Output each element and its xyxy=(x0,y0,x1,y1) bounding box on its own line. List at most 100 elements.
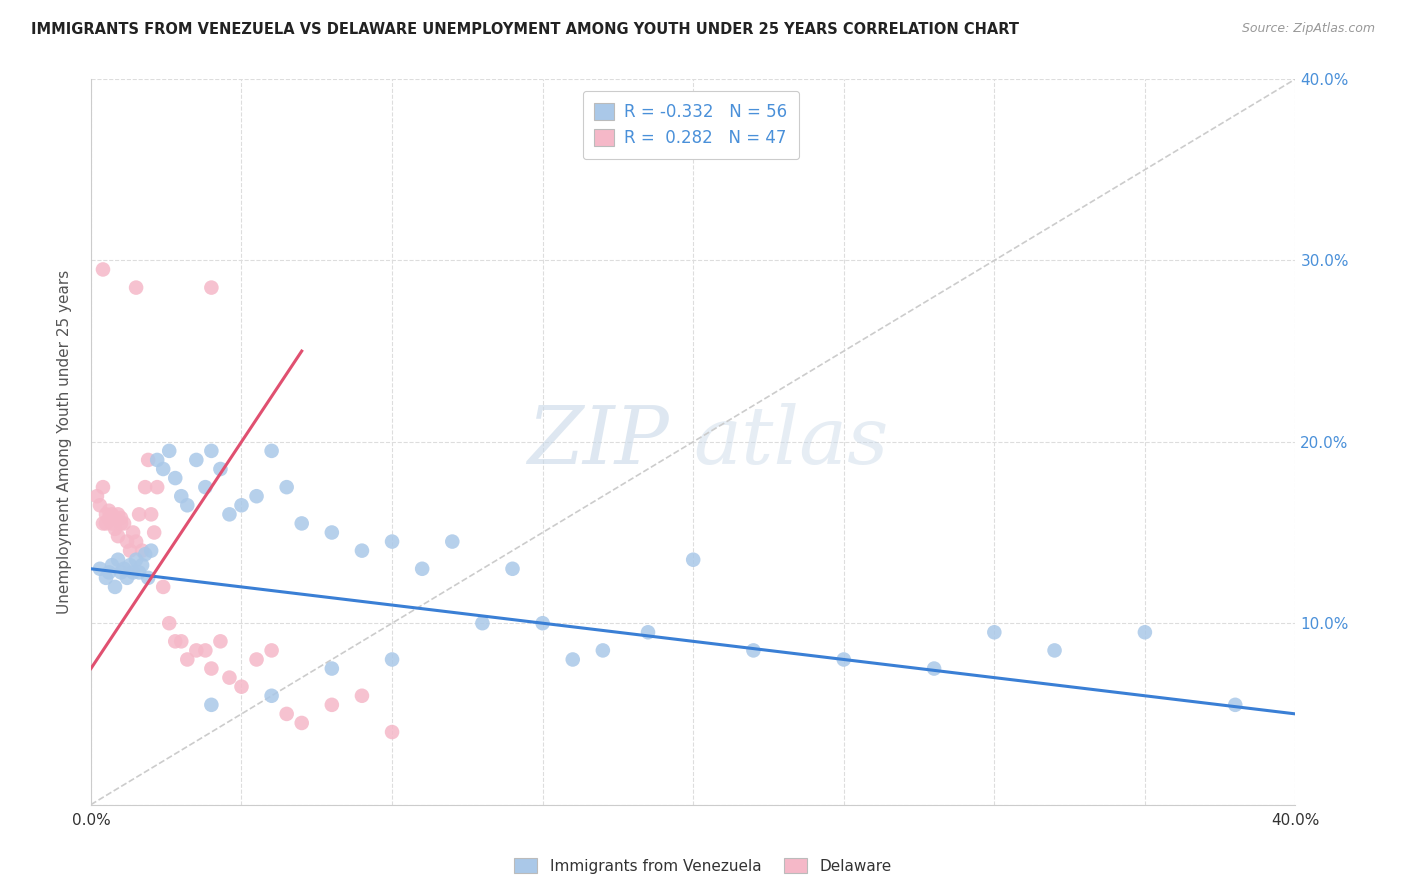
Legend: R = -0.332   N = 56, R =  0.282   N = 47: R = -0.332 N = 56, R = 0.282 N = 47 xyxy=(583,91,799,159)
Point xyxy=(101,558,124,573)
Point xyxy=(260,689,283,703)
Point xyxy=(128,508,150,522)
Point xyxy=(200,661,222,675)
Point xyxy=(152,580,174,594)
Point xyxy=(98,566,121,580)
Point xyxy=(94,571,117,585)
Point xyxy=(157,443,180,458)
Point xyxy=(922,661,945,675)
Point xyxy=(107,552,129,566)
Point xyxy=(231,680,253,694)
Point xyxy=(186,453,208,467)
Point xyxy=(110,511,132,525)
Point xyxy=(502,562,524,576)
Point xyxy=(112,516,135,531)
Point xyxy=(350,689,373,703)
Text: Source: ZipAtlas.com: Source: ZipAtlas.com xyxy=(1241,22,1375,36)
Point xyxy=(101,516,124,531)
Point xyxy=(742,643,765,657)
Point xyxy=(91,480,114,494)
Point xyxy=(200,280,222,294)
Point xyxy=(1225,698,1247,712)
Point xyxy=(165,634,187,648)
Point xyxy=(110,516,132,531)
Point xyxy=(832,652,855,666)
Point xyxy=(128,566,150,580)
Point xyxy=(200,443,222,458)
Point xyxy=(89,498,111,512)
Point xyxy=(146,453,169,467)
Point xyxy=(131,558,153,573)
Point xyxy=(98,511,121,525)
Point xyxy=(209,462,232,476)
Point xyxy=(157,616,180,631)
Point xyxy=(170,489,193,503)
Point xyxy=(115,571,138,585)
Point xyxy=(381,652,404,666)
Point xyxy=(592,643,614,657)
Point xyxy=(200,698,222,712)
Point xyxy=(231,498,253,512)
Point xyxy=(321,698,343,712)
Point xyxy=(276,706,298,721)
Point xyxy=(186,643,208,657)
Point xyxy=(245,489,267,503)
Point xyxy=(176,652,198,666)
Point xyxy=(176,498,198,512)
Y-axis label: Unemployment Among Youth under 25 years: Unemployment Among Youth under 25 years xyxy=(58,269,72,614)
Point xyxy=(125,552,148,566)
Legend: Immigrants from Venezuela, Delaware: Immigrants from Venezuela, Delaware xyxy=(509,852,897,880)
Point xyxy=(122,525,145,540)
Point xyxy=(152,462,174,476)
Point xyxy=(637,625,659,640)
Point xyxy=(104,580,127,594)
Point xyxy=(107,508,129,522)
Point xyxy=(165,471,187,485)
Point xyxy=(112,562,135,576)
Point xyxy=(218,508,240,522)
Point xyxy=(471,616,494,631)
Point xyxy=(381,725,404,739)
Point xyxy=(350,543,373,558)
Point xyxy=(134,547,156,561)
Text: IMMIGRANTS FROM VENEZUELA VS DELAWARE UNEMPLOYMENT AMONG YOUTH UNDER 25 YEARS CO: IMMIGRANTS FROM VENEZUELA VS DELAWARE UN… xyxy=(31,22,1019,37)
Point xyxy=(110,566,132,580)
Point xyxy=(381,534,404,549)
Point xyxy=(131,543,153,558)
Point xyxy=(94,508,117,522)
Text: atlas: atlas xyxy=(693,403,889,481)
Point xyxy=(125,534,148,549)
Point xyxy=(260,443,283,458)
Point xyxy=(136,571,159,585)
Point xyxy=(136,453,159,467)
Point xyxy=(291,716,314,731)
Point xyxy=(682,552,704,566)
Point xyxy=(120,558,142,573)
Point xyxy=(91,516,114,531)
Point xyxy=(141,508,163,522)
Point xyxy=(141,543,163,558)
Text: ZIP: ZIP xyxy=(527,403,669,481)
Point xyxy=(120,543,142,558)
Point xyxy=(561,652,583,666)
Point xyxy=(125,280,148,294)
Point xyxy=(170,634,193,648)
Point xyxy=(104,511,127,525)
Point xyxy=(115,534,138,549)
Point xyxy=(1133,625,1156,640)
Point xyxy=(86,489,108,503)
Point xyxy=(411,562,433,576)
Point xyxy=(276,480,298,494)
Point xyxy=(321,661,343,675)
Point xyxy=(321,525,343,540)
Point xyxy=(218,671,240,685)
Point xyxy=(143,525,166,540)
Point xyxy=(107,529,129,543)
Point xyxy=(441,534,464,549)
Point xyxy=(291,516,314,531)
Point xyxy=(194,643,217,657)
Point xyxy=(101,508,124,522)
Point xyxy=(983,625,1005,640)
Point xyxy=(89,562,111,576)
Point xyxy=(209,634,232,648)
